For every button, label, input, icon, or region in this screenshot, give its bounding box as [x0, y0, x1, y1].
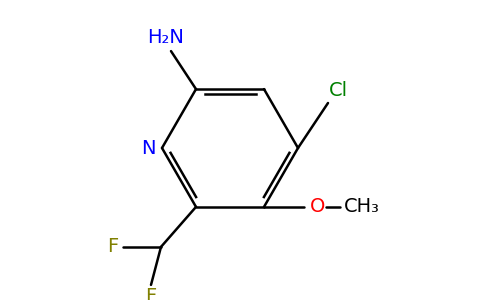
Text: CH₃: CH₃: [344, 197, 380, 216]
Text: N: N: [141, 139, 155, 158]
Text: Cl: Cl: [329, 82, 348, 100]
Text: H₂N: H₂N: [148, 28, 184, 46]
Text: F: F: [145, 287, 157, 300]
Text: F: F: [107, 237, 119, 256]
Text: O: O: [310, 197, 326, 216]
